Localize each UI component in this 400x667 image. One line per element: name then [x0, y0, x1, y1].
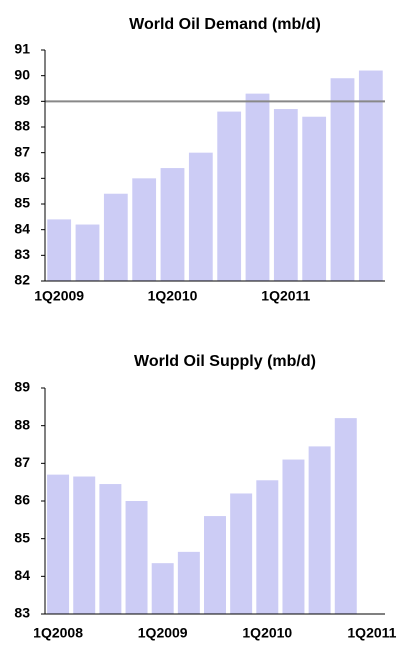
y-tick-label: 88 — [14, 118, 30, 134]
x-tick-label: 1Q2009 — [138, 625, 188, 641]
bar — [177, 551, 200, 614]
bar — [204, 516, 226, 614]
y-tick-label: 82 — [14, 272, 30, 288]
y-tick-label: 87 — [14, 454, 30, 470]
bar — [99, 484, 122, 614]
bar — [334, 418, 357, 614]
y-tick-label: 90 — [14, 66, 30, 82]
bar — [273, 109, 298, 282]
bar — [47, 219, 72, 281]
y-tick-label: 86 — [14, 169, 30, 185]
bar — [245, 93, 270, 281]
bar — [132, 178, 157, 281]
bar — [125, 501, 148, 614]
y-tick-label: 85 — [14, 195, 30, 211]
bar — [47, 474, 70, 614]
x-tick-label: 1Q2009 — [34, 288, 84, 304]
bar — [103, 193, 128, 281]
y-tick-label: 89 — [14, 379, 30, 395]
y-tick-label: 84 — [14, 567, 30, 583]
bar — [282, 459, 305, 614]
bar — [256, 480, 279, 614]
chart-title: World Oil Demand (mb/d) — [129, 16, 321, 33]
x-tick-label: 1Q2010 — [242, 625, 292, 641]
bar — [217, 111, 242, 281]
bar — [160, 168, 185, 281]
y-tick-label: 86 — [14, 492, 30, 508]
bar — [75, 224, 100, 281]
x-tick-label: 1Q2008 — [33, 625, 83, 641]
bar — [73, 476, 96, 614]
bar — [358, 70, 383, 282]
chart-title: World Oil Supply (mb/d) — [134, 353, 316, 370]
x-tick-label: 1Q2011 — [261, 288, 310, 304]
bar — [188, 152, 213, 281]
bar — [308, 446, 331, 614]
y-tick-label: 84 — [14, 220, 30, 236]
y-tick-label: 88 — [14, 416, 30, 432]
bar — [302, 116, 327, 281]
bar — [330, 78, 355, 281]
y-tick-label: 91 — [14, 41, 30, 57]
bar — [230, 493, 253, 614]
y-tick-label: 85 — [14, 529, 30, 545]
y-tick-label: 83 — [14, 246, 30, 262]
bar — [151, 563, 174, 614]
x-tick-label: 1Q2011 — [347, 625, 396, 641]
y-tick-label: 89 — [14, 92, 30, 108]
y-tick-label: 83 — [14, 605, 30, 621]
y-tick-label: 87 — [14, 143, 30, 159]
x-tick-label: 1Q2010 — [148, 288, 198, 304]
